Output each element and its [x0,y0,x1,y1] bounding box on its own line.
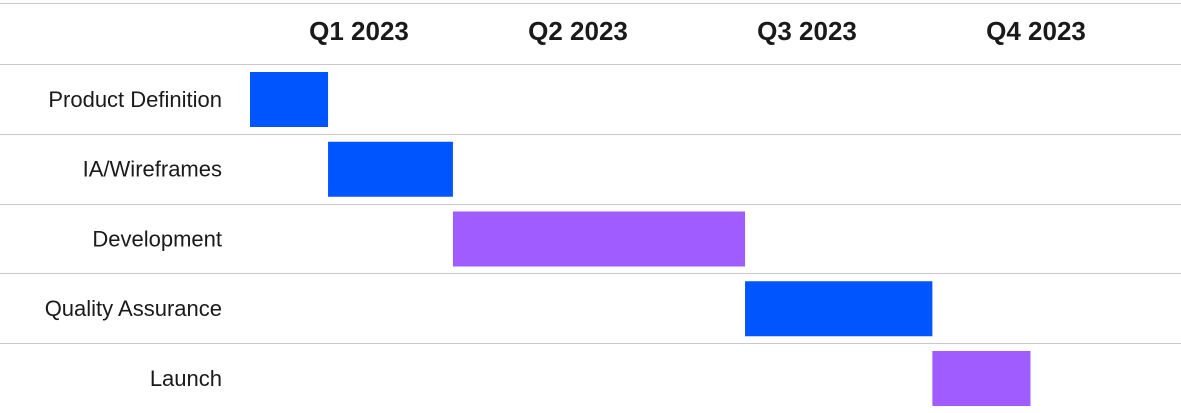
task-label: IA/Wireframes [83,157,222,182]
task-label: Launch [150,366,222,391]
task-bar [452,211,746,267]
row-divider-lines [0,3,1181,344]
task-bars [250,72,1031,406]
quarter-header: Q1 2023 Q2 2023 Q3 2023 Q4 2023 [309,16,1086,46]
task-label: Product Definition [48,87,222,112]
quarter-label: Q1 2023 [309,16,409,46]
task-label: Development [92,226,222,251]
task-bar [250,72,329,127]
quarter-label: Q4 2023 [986,16,1086,46]
task-bar [932,351,1031,406]
task-bar [328,141,453,197]
quarter-label: Q3 2023 [757,16,857,46]
task-bar [745,281,933,337]
task-label-column: Product Definition IA/Wireframes Developme… [45,87,222,391]
quarter-label: Q2 2023 [528,16,628,46]
task-label: Quality Assurance [45,296,222,321]
